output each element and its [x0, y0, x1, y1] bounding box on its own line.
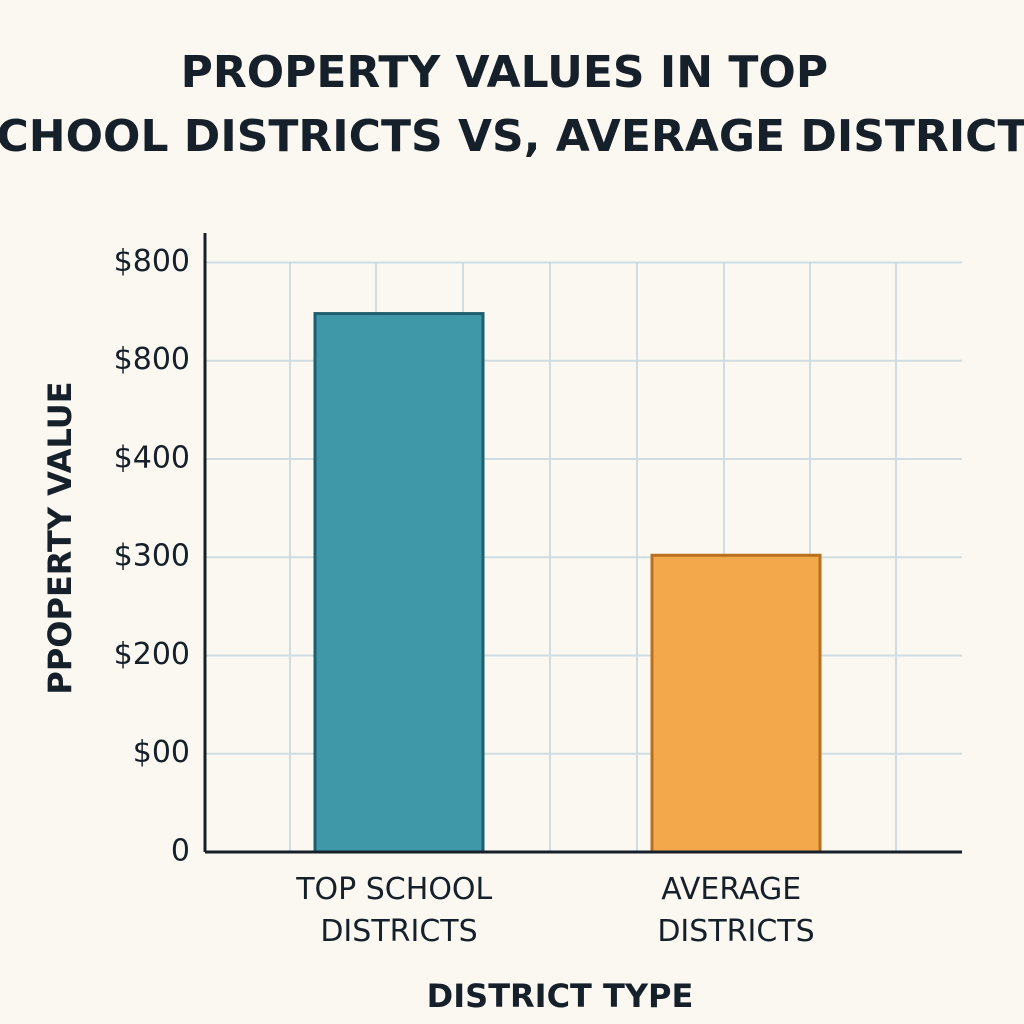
x-axis-title: DISTRICT TYPE — [427, 977, 694, 1015]
chart-title: PROPERTY VALUES IN TOP SCHOOL DISTRICTS … — [0, 47, 1024, 162]
bar — [650, 553, 822, 854]
y-tick-label: $00 — [133, 735, 190, 770]
bar — [313, 312, 485, 854]
y-tick-label: $200 — [114, 637, 190, 672]
y-tick-label: $300 — [114, 539, 190, 574]
y-axis-title: PPOPERTY VALUE — [41, 381, 79, 694]
x-tick-label: AVERAGE DISTRICTS — [657, 872, 814, 949]
y-tick-label: $800 — [114, 342, 190, 377]
y-tick-label: 0 — [171, 834, 190, 869]
y-tick-label: $800 — [114, 244, 190, 279]
y-tick-label: $400 — [114, 440, 190, 475]
x-tick-label: TOP SCHOOL DISTRICTS — [295, 872, 502, 949]
